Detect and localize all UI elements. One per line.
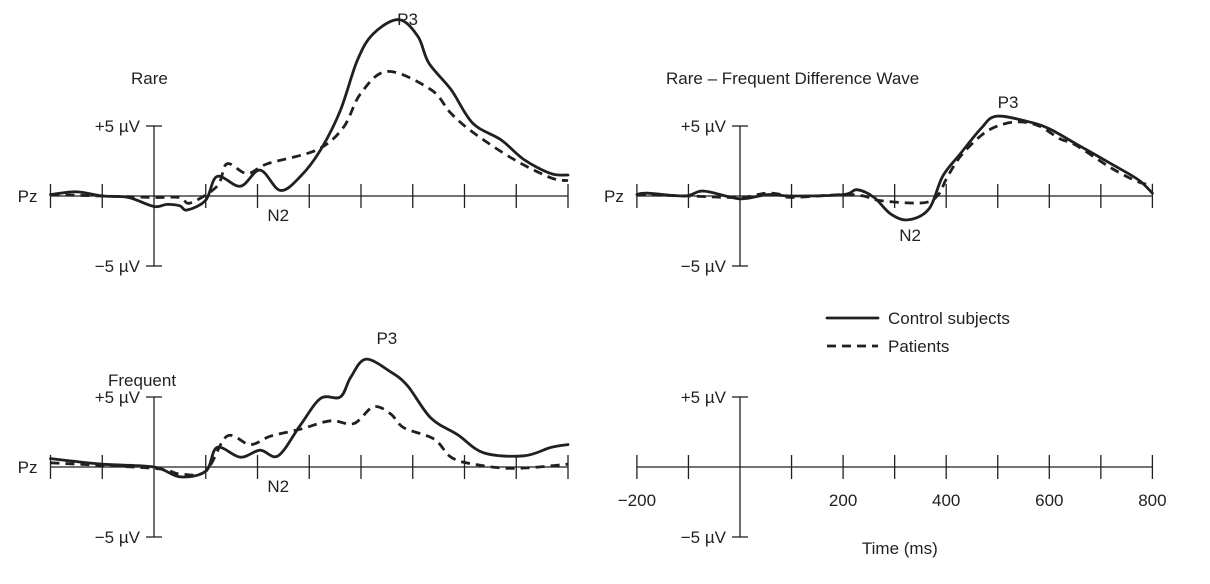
annotation-p3: P3 [397,10,418,29]
panel-2: Frequent+5 µV −5 µV Pz P3 N2 [18,329,570,547]
x-tick-label: −200 [618,491,656,510]
channel-label: Pz [18,458,38,477]
series-line-patients [50,70,569,205]
series-line-patients [636,120,1153,205]
channel-label: Pz [604,187,624,206]
y-tick-label: −5 µV [95,257,141,276]
panel-3: +5 µV −5 µV −200 200 400 600 800 Time (ms) [618,388,1167,558]
annotation-p3: P3 [376,329,397,348]
legend-label-patients: Patients [888,337,949,356]
panel-title: Frequent [108,371,176,390]
annotation-n2: N2 [267,477,289,496]
y-tick-label: +5 µV [681,388,727,407]
x-axis-label: Time (ms) [862,539,938,558]
panel-title: Rare – Frequent Difference Wave [666,69,919,88]
y-tick-label: −5 µV [95,528,141,547]
x-tick-label: 400 [932,491,960,510]
legend: Control subjects Patients [825,309,1010,356]
panel-title: Rare [131,69,168,88]
x-tick-label: 600 [1035,491,1063,510]
y-tick-label: −5 µV [681,528,727,547]
y-tick-label: +5 µV [681,117,727,136]
series-line-patients [50,405,569,477]
y-tick-label: +5 µV [95,388,141,407]
annotation-n2: N2 [899,226,921,245]
y-tick-label: +5 µV [95,117,141,136]
annotation-p3: P3 [998,93,1019,112]
series-line-control [49,357,570,479]
x-tick-label: 200 [829,491,857,510]
legend-label-control: Control subjects [888,309,1010,328]
y-tick-label: −5 µV [681,257,727,276]
panel-0: Rare +5 µV −5 µV Pz P3 N2 [18,10,570,276]
x-tick-label: 800 [1138,491,1166,510]
annotation-n2: N2 [267,206,289,225]
panel-1: Rare – Frequent Difference Wave +5 µV −5 µ… [604,69,1154,276]
channel-label: Pz [18,187,38,206]
series-line-control [49,18,570,212]
